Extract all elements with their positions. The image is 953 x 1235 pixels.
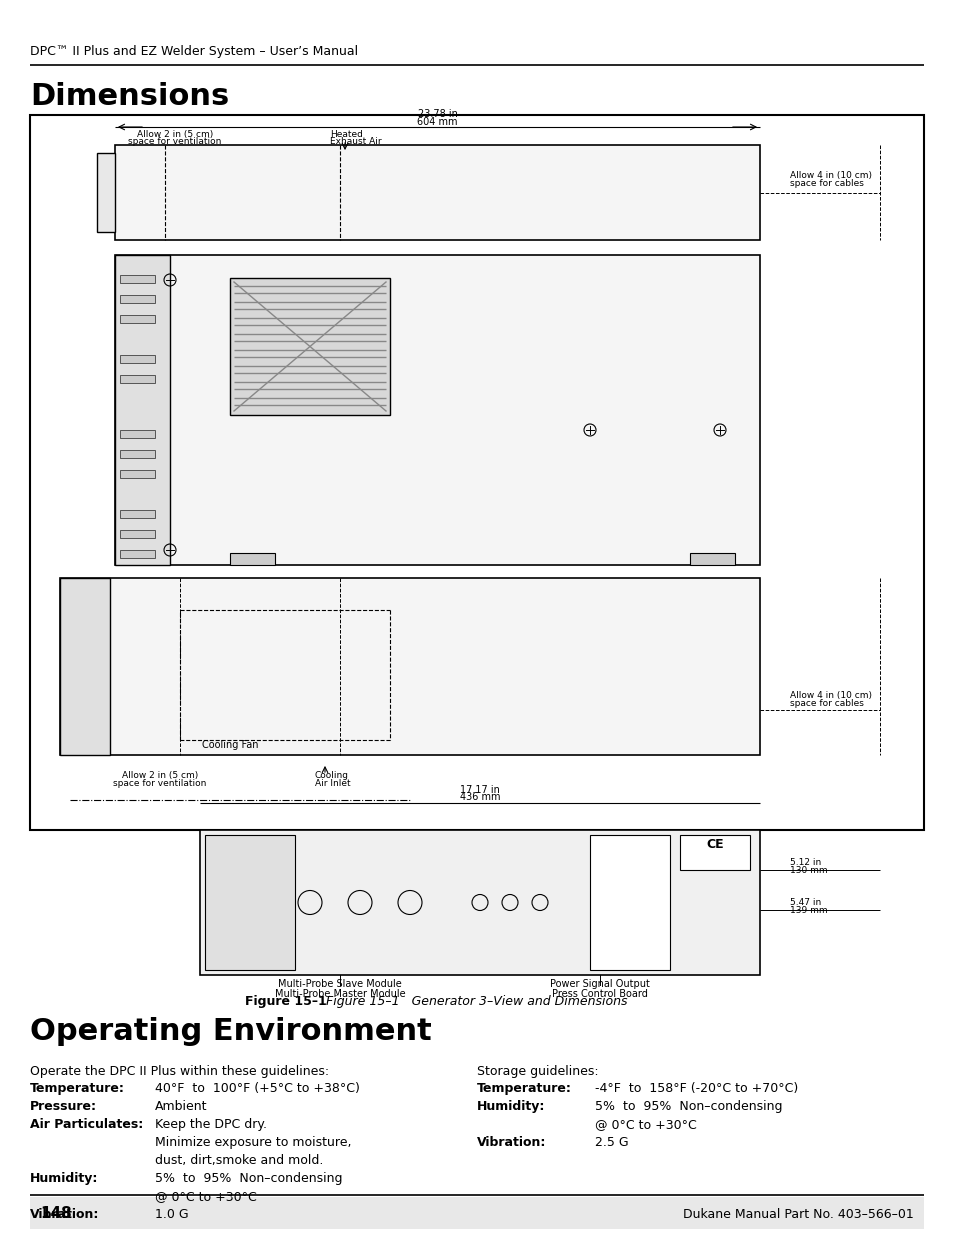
Text: 5.47 in: 5.47 in [789, 898, 821, 906]
Text: Press Control Board: Press Control Board [552, 989, 647, 999]
Text: Allow 2 in (5 cm): Allow 2 in (5 cm) [136, 130, 213, 140]
Text: 436 mm: 436 mm [459, 792, 499, 802]
Bar [30, 1197, 923, 1229]
Text: Air Inlet: Air Inlet [314, 779, 351, 788]
Bar [120, 295, 154, 303]
Text: 5%  to  95%  Non–condensing: 5% to 95% Non–condensing [154, 1172, 342, 1186]
Text: Keep the DPC dry.: Keep the DPC dry. [154, 1118, 267, 1131]
Text: Temperature:: Temperature: [30, 1082, 125, 1095]
Bar [230, 553, 274, 564]
Bar [115, 254, 170, 564]
Text: Figure 15–1: Figure 15–1 [245, 995, 327, 1008]
Text: Dukane Manual Part No. 403–566–01: Dukane Manual Part No. 403–566–01 [682, 1208, 913, 1221]
Text: 5%  to  95%  Non–condensing: 5% to 95% Non–condensing [595, 1100, 781, 1113]
Bar [679, 835, 749, 869]
Bar [115, 254, 760, 564]
Bar [60, 578, 760, 755]
Text: 139 mm: 139 mm [789, 906, 827, 915]
Text: Humidity:: Humidity: [476, 1100, 545, 1113]
Text: Multi-Probe Master Module: Multi-Probe Master Module [274, 989, 405, 999]
Bar [205, 835, 294, 969]
Bar [30, 115, 923, 830]
Bar [115, 144, 760, 240]
Text: Pressure:: Pressure: [30, 1100, 97, 1113]
Text: dust, dirt,smoke and mold.: dust, dirt,smoke and mold. [154, 1153, 323, 1167]
Text: Heated: Heated [330, 130, 362, 140]
Text: 148: 148 [40, 1207, 71, 1221]
Bar [120, 430, 154, 438]
Text: Figure 15–1   Generator 3–View and Dimensions: Figure 15–1 Generator 3–View and Dimensi… [326, 995, 627, 1008]
Text: 5.12 in: 5.12 in [789, 858, 821, 867]
Text: Cooling: Cooling [314, 771, 349, 781]
Text: 130 mm: 130 mm [789, 866, 827, 876]
Text: 604 mm: 604 mm [416, 117, 457, 127]
Text: Vibration:: Vibration: [476, 1136, 546, 1149]
Text: -4°F  to  158°F (-20°C to +70°C): -4°F to 158°F (-20°C to +70°C) [595, 1082, 798, 1095]
Text: Allow 4 in (10 cm): Allow 4 in (10 cm) [789, 692, 871, 700]
Bar [120, 375, 154, 383]
Bar [120, 530, 154, 538]
Text: Air Particulates:: Air Particulates: [30, 1118, 143, 1131]
Text: Exhaust Air: Exhaust Air [330, 137, 381, 146]
Bar [120, 315, 154, 324]
Bar [120, 450, 154, 458]
Text: space for ventilation: space for ventilation [128, 137, 221, 146]
Bar [200, 830, 760, 974]
Text: 2.5 G: 2.5 G [595, 1136, 628, 1149]
Text: CE: CE [705, 839, 723, 851]
Text: space for ventilation: space for ventilation [113, 779, 207, 788]
Bar [120, 550, 154, 558]
Text: Cooling Fan: Cooling Fan [201, 740, 258, 750]
Text: Vibration:: Vibration: [30, 1208, 99, 1221]
Text: space for cables: space for cables [789, 179, 863, 188]
Text: 40°F  to  100°F (+5°C to +38°C): 40°F to 100°F (+5°C to +38°C) [154, 1082, 359, 1095]
Text: Minimize exposure to moisture,: Minimize exposure to moisture, [154, 1136, 351, 1149]
Bar [230, 278, 390, 415]
Bar [120, 275, 154, 283]
Bar [689, 553, 734, 564]
Bar [589, 835, 669, 969]
Text: Ambient: Ambient [154, 1100, 208, 1113]
Text: 23.78 in: 23.78 in [417, 109, 456, 119]
Text: Humidity:: Humidity: [30, 1172, 98, 1186]
Text: Allow 2 in (5 cm): Allow 2 in (5 cm) [122, 771, 198, 781]
Bar [120, 471, 154, 478]
Bar [120, 510, 154, 517]
Text: @ 0°C to +30°C: @ 0°C to +30°C [595, 1118, 696, 1131]
Text: Operating Environment: Operating Environment [30, 1016, 432, 1046]
Text: space for cables: space for cables [789, 699, 863, 708]
Text: Allow 4 in (10 cm): Allow 4 in (10 cm) [789, 170, 871, 180]
Bar [120, 354, 154, 363]
Text: Operate the DPC II Plus within these guidelines:: Operate the DPC II Plus within these gui… [30, 1065, 329, 1078]
Text: Storage guidelines:: Storage guidelines: [476, 1065, 598, 1078]
Bar [60, 578, 110, 755]
Bar [97, 153, 115, 232]
Text: 1.0 G: 1.0 G [154, 1208, 189, 1221]
Text: @ 0°C to +30°C: @ 0°C to +30°C [154, 1191, 256, 1203]
Text: Dimensions: Dimensions [30, 82, 229, 111]
Text: Power Signal Output: Power Signal Output [550, 979, 649, 989]
Text: DPC™ II Plus and EZ Welder System – User’s Manual: DPC™ II Plus and EZ Welder System – User… [30, 44, 357, 58]
Text: Temperature:: Temperature: [476, 1082, 571, 1095]
Text: Multi-Probe Slave Module: Multi-Probe Slave Module [278, 979, 401, 989]
Text: 17.17 in: 17.17 in [459, 785, 499, 795]
